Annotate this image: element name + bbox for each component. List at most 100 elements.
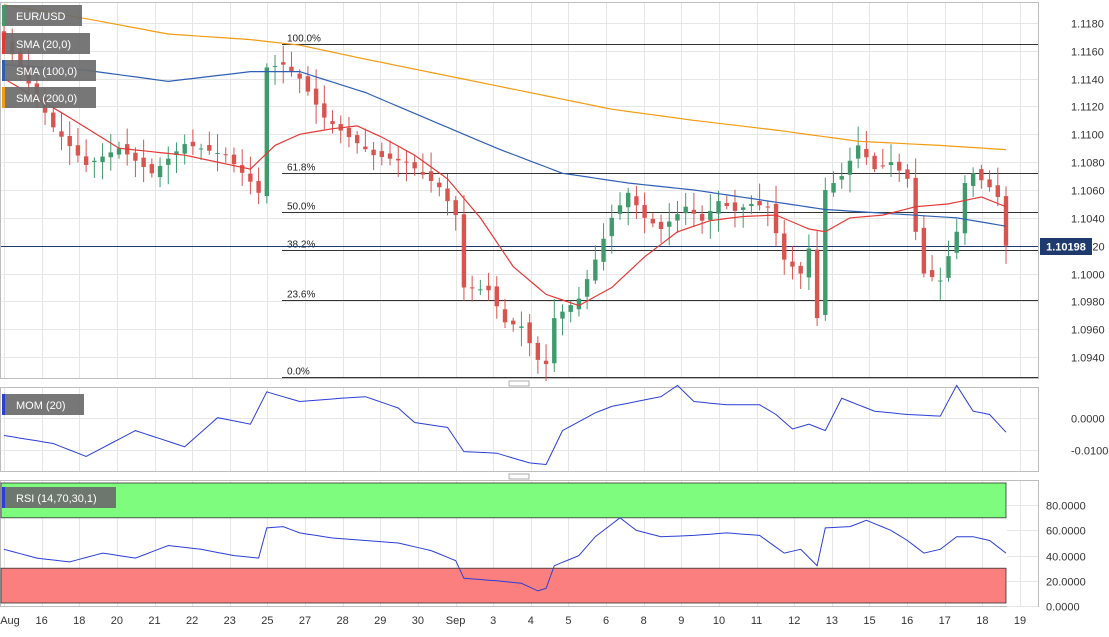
- candle[interactable]: [215, 134, 220, 172]
- candle[interactable]: [724, 195, 729, 210]
- candle[interactable]: [363, 128, 368, 153]
- candle[interactable]: [798, 261, 803, 289]
- candle[interactable]: [330, 110, 335, 134]
- candle[interactable]: [979, 164, 984, 189]
- candle[interactable]: [527, 314, 532, 357]
- candle[interactable]: [157, 157, 163, 188]
- candle[interactable]: [880, 148, 886, 169]
- candle[interactable]: [116, 141, 122, 159]
- candle[interactable]: [757, 183, 762, 211]
- candle[interactable]: [519, 311, 524, 347]
- candle[interactable]: [313, 69, 319, 124]
- candle[interactable]: [100, 143, 105, 180]
- candle[interactable]: [461, 194, 467, 301]
- candle[interactable]: [248, 156, 253, 195]
- candle[interactable]: [305, 66, 311, 96]
- sma100-line[interactable]: [3, 64, 1007, 227]
- candle[interactable]: [568, 300, 573, 323]
- candle[interactable]: [897, 153, 902, 182]
- candle[interactable]: [938, 267, 943, 300]
- legend-sma100[interactable]: SMA (100,0): [2, 60, 96, 81]
- price-panel[interactable]: 1.1180 1.1160 1.1140 1.1120 1.1100 1.1080 1.10…: [0, 2, 1105, 381]
- candle[interactable]: [346, 117, 352, 148]
- candle[interactable]: [59, 112, 64, 151]
- candle[interactable]: [740, 203, 746, 228]
- candle[interactable]: [396, 146, 401, 177]
- candle[interactable]: [371, 142, 376, 171]
- candle[interactable]: [855, 126, 861, 169]
- candle[interactable]: [478, 279, 483, 296]
- candle[interactable]: [445, 174, 450, 216]
- candle[interactable]: [831, 171, 836, 197]
- candle[interactable]: [814, 231, 820, 327]
- candle[interactable]: [905, 164, 910, 188]
- candle[interactable]: [486, 272, 491, 301]
- candle[interactable]: [223, 147, 228, 163]
- candle[interactable]: [453, 196, 458, 231]
- candle[interactable]: [281, 45, 286, 84]
- candle[interactable]: [675, 201, 680, 233]
- candle[interactable]: [609, 204, 614, 254]
- candle[interactable]: [92, 157, 97, 178]
- candle[interactable]: [699, 205, 705, 234]
- candle[interactable]: [174, 142, 179, 173]
- candle[interactable]: [543, 344, 549, 381]
- candle[interactable]: [494, 276, 499, 319]
- candle[interactable]: [387, 140, 393, 166]
- momentum-panel[interactable]: 0.0000 -0.0100: [0, 384, 1109, 472]
- legend-sma20[interactable]: SMA (20,0): [2, 33, 90, 54]
- candle[interactable]: [954, 219, 959, 260]
- candle[interactable]: [995, 167, 1000, 207]
- candle[interactable]: [658, 214, 664, 244]
- candle[interactable]: [782, 219, 787, 275]
- candle[interactable]: [166, 146, 171, 185]
- candle[interactable]: [929, 255, 935, 282]
- candle[interactable]: [133, 147, 138, 178]
- candle[interactable]: [987, 170, 992, 192]
- candle[interactable]: [708, 194, 713, 239]
- candle[interactable]: [272, 54, 278, 85]
- candle[interactable]: [535, 336, 541, 374]
- candle[interactable]: [1003, 186, 1009, 264]
- candle[interactable]: [790, 246, 795, 280]
- candle[interactable]: [322, 85, 327, 130]
- candle[interactable]: [190, 129, 196, 155]
- candle[interactable]: [552, 298, 557, 372]
- candle[interactable]: [970, 167, 976, 197]
- candle[interactable]: [946, 240, 951, 282]
- candle[interactable]: [913, 158, 918, 241]
- rsi-panel[interactable]: 80.0000 60.0000 40.0000 20.0000 0.0000: [0, 480, 1086, 614]
- candle[interactable]: [289, 51, 294, 77]
- candle[interactable]: [650, 213, 656, 228]
- candle[interactable]: [921, 215, 927, 278]
- candle[interactable]: [888, 144, 894, 177]
- candle[interactable]: [420, 153, 426, 179]
- candle[interactable]: [576, 286, 582, 317]
- candle[interactable]: [354, 131, 360, 154]
- candle[interactable]: [773, 185, 779, 246]
- candle[interactable]: [716, 190, 721, 232]
- candle[interactable]: [634, 185, 639, 219]
- candle[interactable]: [642, 192, 647, 234]
- sma20-line[interactable]: [3, 78, 1007, 307]
- candle[interactable]: [872, 152, 877, 173]
- candle[interactable]: [806, 234, 812, 291]
- candle[interactable]: [823, 177, 828, 321]
- panel-resize-handle-1[interactable]: [508, 380, 530, 387]
- legend-symbol[interactable]: EUR/USD: [2, 5, 82, 26]
- legend-mom[interactable]: MOM (20): [2, 394, 84, 415]
- candle[interactable]: [765, 200, 771, 227]
- candle[interactable]: [149, 158, 155, 178]
- rsi-line[interactable]: [3, 517, 1007, 592]
- candle[interactable]: [502, 298, 508, 328]
- candle[interactable]: [51, 105, 56, 133]
- sma200-line[interactable]: [3, 4, 1007, 151]
- candle[interactable]: [847, 147, 853, 193]
- candle[interactable]: [601, 223, 606, 271]
- candle[interactable]: [67, 121, 72, 165]
- candle[interactable]: [437, 177, 442, 197]
- candle[interactable]: [198, 143, 204, 161]
- candle[interactable]: [404, 150, 409, 182]
- candle[interactable]: [297, 69, 302, 94]
- candle[interactable]: [264, 63, 270, 204]
